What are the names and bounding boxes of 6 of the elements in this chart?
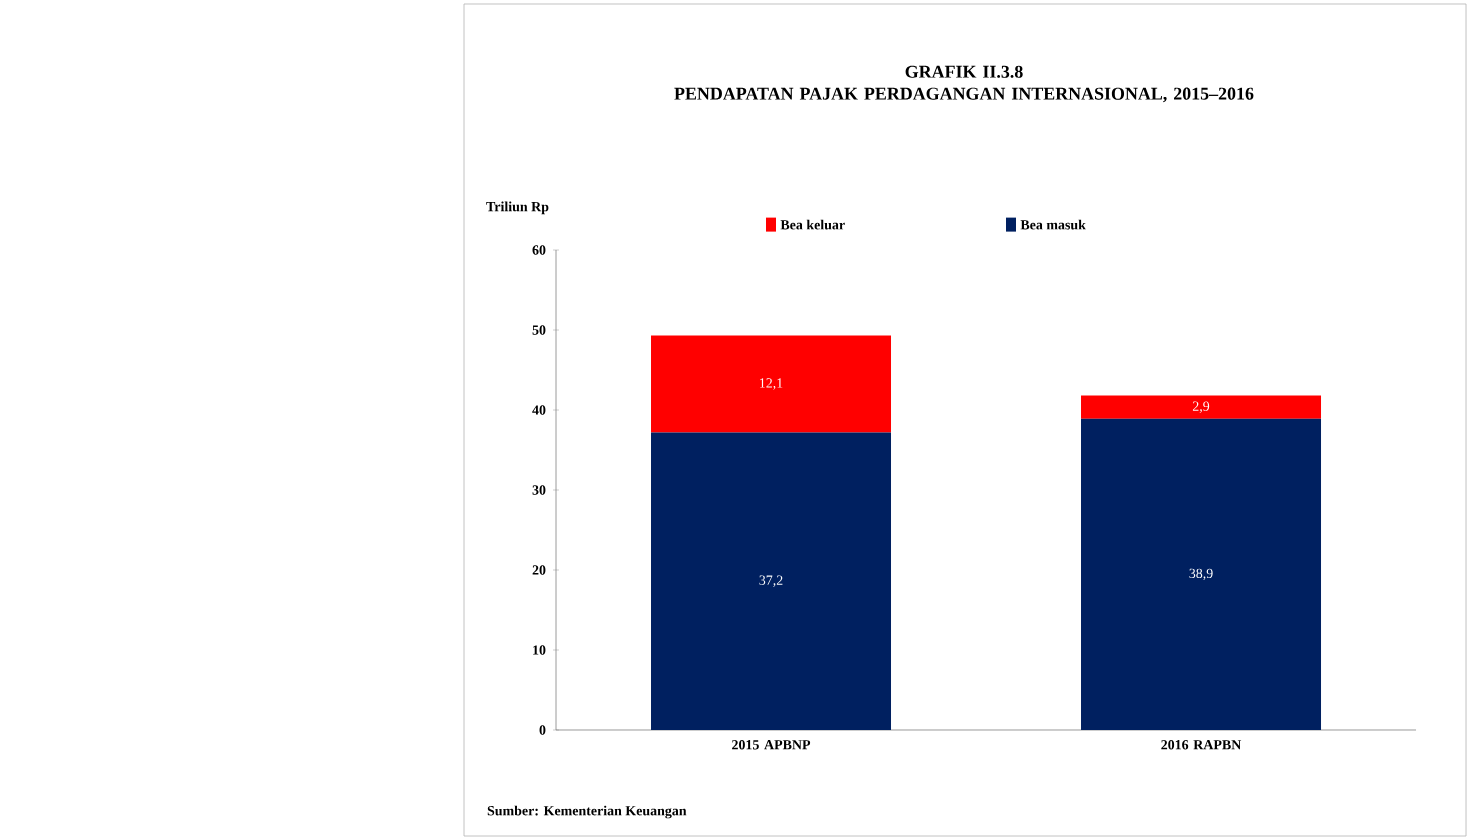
bar	[1081, 418, 1322, 730]
bar	[651, 335, 892, 433]
chart-subtitle: PENDAPATAN PAJAK PERDAGANGAN INTERNASIONAL, 2015–2016	[674, 87, 1254, 103]
bar	[651, 432, 892, 730]
bar	[1081, 395, 1322, 419]
chart-title: GRAFIK II.3.8	[905, 65, 1023, 78]
